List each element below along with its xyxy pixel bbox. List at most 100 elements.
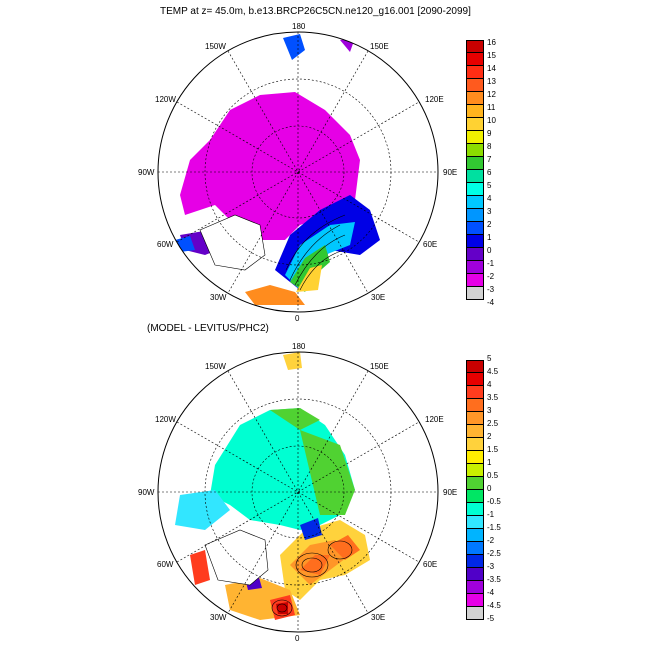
lon-30w-label: 30W <box>210 613 227 622</box>
bottom-colorbar-swatch <box>467 555 483 568</box>
lon-150e-label: 150E <box>370 42 389 51</box>
lon-60w-label: 60W <box>157 560 174 569</box>
lon-30e-label: 30E <box>371 293 385 302</box>
lon-120e-label: 120E <box>425 95 444 104</box>
bottom-colorbar-tick-label: -0.5 <box>487 497 501 506</box>
bottom-colorbar-tick-label: 0 <box>487 484 492 493</box>
top-colorbar-swatch <box>467 144 483 157</box>
top-colorbar-swatch <box>467 196 483 209</box>
bottom-colorbar-tick-label: 0.5 <box>487 471 499 480</box>
bottom-colorbar-swatch <box>467 529 483 542</box>
lon-120w-label: 120W <box>155 415 176 424</box>
top-map-border <box>157 31 439 313</box>
bottom-colorbar-tick-label: -2.5 <box>487 549 501 558</box>
bottom-colorbar-tick-label: 1 <box>487 458 492 467</box>
lon-60e-label: 60E <box>423 240 437 249</box>
lon-120w-label: 120W <box>155 95 176 104</box>
top-colorbar-tick-label: 7 <box>487 155 492 164</box>
lon-90w-label: 90W <box>138 488 155 497</box>
top-colorbar-swatch <box>467 66 483 79</box>
bottom-colorbar-swatch <box>467 568 483 581</box>
top-colorbar-swatch <box>467 287 483 300</box>
bottom-graticule <box>158 352 438 632</box>
bottom-colorbar-swatch <box>467 451 483 464</box>
top-colorbar-swatch <box>467 131 483 144</box>
top-colorbar-tick-label: 0 <box>487 246 492 255</box>
top-colorbar-tick-label: 8 <box>487 142 492 151</box>
top-colorbar-swatch <box>467 170 483 183</box>
lon-180-label: 180 <box>292 342 306 351</box>
top-colorbar-tick-label: 13 <box>487 77 496 86</box>
top-colorbar-swatch <box>467 183 483 196</box>
top-colorbar-swatch <box>467 209 483 222</box>
top-colorbar-swatch <box>467 92 483 105</box>
top-colorbar-swatch <box>467 53 483 66</box>
lon-30w-label: 30W <box>210 293 227 302</box>
bottom-colorbar-swatch <box>467 438 483 451</box>
lon-180-label: 180 <box>292 22 306 31</box>
top-map: 180 150W 150E 120W 120E 90W 90E 60W 60E … <box>138 22 457 323</box>
top-colorbar <box>466 40 484 300</box>
top-colorbar-swatch <box>467 157 483 170</box>
bottom-colorbar-swatch <box>467 477 483 490</box>
lon-120e-label: 120E <box>425 415 444 424</box>
bottom-colorbar-swatch <box>467 542 483 555</box>
bottom-colorbar-tick-label: -4.5 <box>487 601 501 610</box>
top-panel-title: TEMP at z= 45.0m, b.e13.BRCP26C5CN.ne120… <box>160 6 471 17</box>
top-colorbar-tick-label: 3 <box>487 207 492 216</box>
top-colorbar-swatch <box>467 118 483 131</box>
lon-90e-label: 90E <box>443 488 457 497</box>
top-colorbar-tick-label: 6 <box>487 168 492 177</box>
lon-60e-label: 60E <box>423 560 437 569</box>
bottom-colorbar-swatch <box>467 464 483 477</box>
bottom-colorbar-swatch <box>467 607 483 620</box>
bottom-colorbar-tick-label: -1.5 <box>487 523 501 532</box>
bottom-colorbar-tick-label: -2 <box>487 536 495 545</box>
bottom-colorbar-swatch <box>467 503 483 516</box>
bottom-colorbar-swatch <box>467 373 483 386</box>
bottom-colorbar-swatch <box>467 386 483 399</box>
top-colorbar-tick-label: 5 <box>487 181 492 190</box>
top-colorbar-swatch <box>467 105 483 118</box>
bottom-colorbar-swatch <box>467 360 483 373</box>
bottom-colorbar-swatch <box>467 594 483 607</box>
lon-90w-label: 90W <box>138 168 155 177</box>
top-colorbar-swatch <box>467 40 483 53</box>
bottom-colorbar-swatch <box>467 490 483 503</box>
top-colorbar-swatch <box>467 235 483 248</box>
top-colorbar-tick-label: -2 <box>487 272 495 281</box>
top-colorbar-swatch <box>467 261 483 274</box>
top-colorbar-tick-label: 16 <box>487 38 496 47</box>
bottom-colorbar-swatch <box>467 425 483 438</box>
bottom-map: 180 150W 150E 120W 120E 90W 90E 60W 60E … <box>138 342 457 643</box>
bottom-colorbar-swatch <box>467 516 483 529</box>
top-colorbar-swatch <box>467 248 483 261</box>
lon-30e-label: 30E <box>371 613 385 622</box>
bottom-colorbar <box>466 360 484 620</box>
bottom-panel-title: (MODEL - LEVITUS/PHC2) <box>147 323 269 334</box>
lon-0-label: 0 <box>295 314 300 323</box>
top-colorbar-swatch <box>467 222 483 235</box>
top-colorbar-tick-label: 9 <box>487 129 492 138</box>
bottom-colorbar-tick-label: -4 <box>487 588 495 597</box>
lon-0-label: 0 <box>295 634 300 643</box>
bottom-colorbar-tick-label: 4.5 <box>487 367 499 376</box>
bottom-colorbar-swatch <box>467 412 483 425</box>
bottom-colorbar-tick-label: 3 <box>487 406 492 415</box>
lon-150w-label: 150W <box>205 42 226 51</box>
top-colorbar-tick-label: 1 <box>487 233 492 242</box>
top-graticule <box>158 32 438 312</box>
lon-150e-label: 150E <box>370 362 389 371</box>
bottom-colorbar-swatch <box>467 581 483 594</box>
bottom-colorbar-tick-label: 3.5 <box>487 393 499 402</box>
bottom-map-border <box>157 351 439 633</box>
top-colorbar-tick-label: 11 <box>487 103 496 112</box>
top-colorbar-tick-label: 10 <box>487 116 496 125</box>
bottom-colorbar-swatch <box>467 399 483 412</box>
lon-60w-label: 60W <box>157 240 174 249</box>
top-colorbar-tick-label: 2 <box>487 220 492 229</box>
bottom-colorbar-tick-label: 2.5 <box>487 419 499 428</box>
bottom-colorbar-tick-label: -5 <box>487 614 495 623</box>
bottom-colorbar-tick-label: -1 <box>487 510 495 519</box>
bottom-colorbar-tick-label: 4 <box>487 380 492 389</box>
